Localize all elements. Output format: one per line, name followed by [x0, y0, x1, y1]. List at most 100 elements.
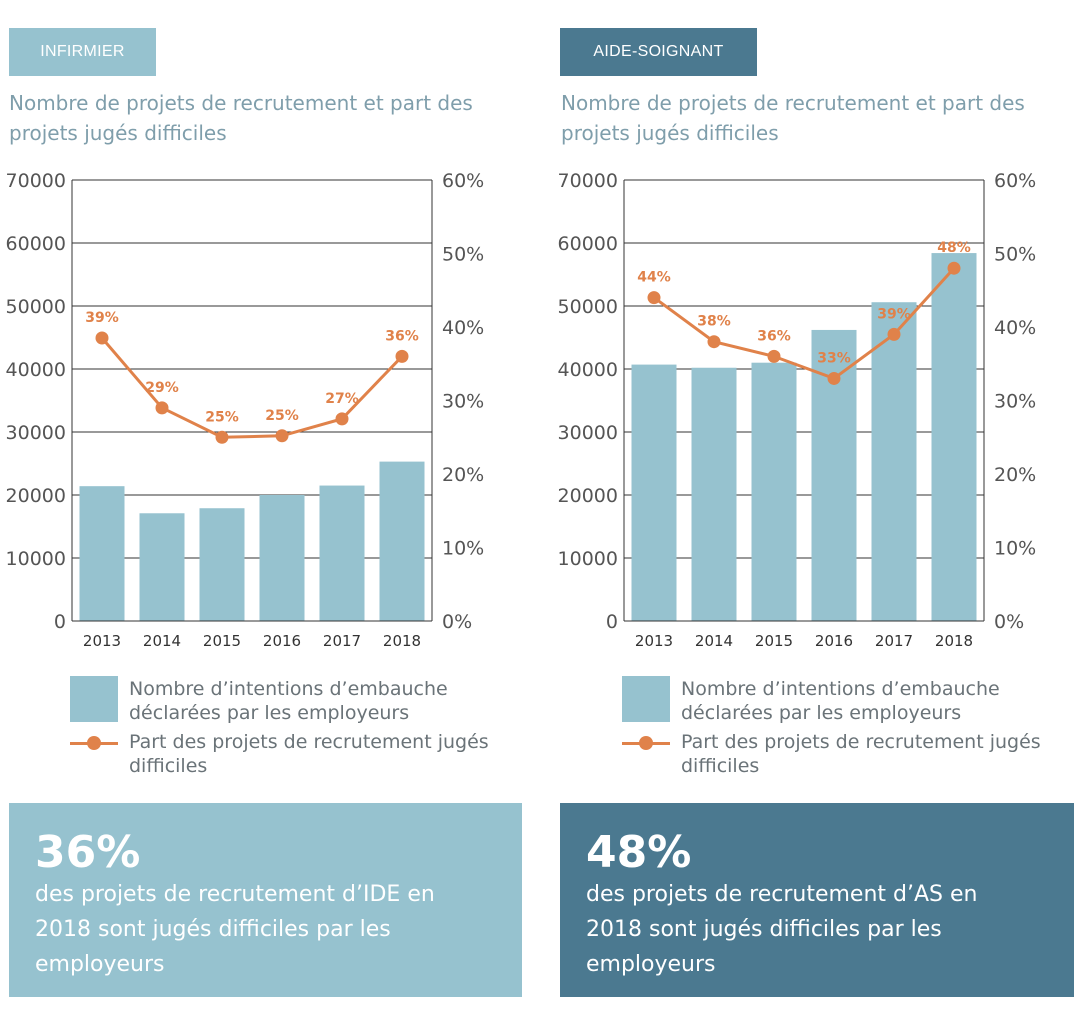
- x-tick-label: 2017: [323, 632, 361, 650]
- data-label: 25%: [265, 408, 299, 424]
- legend-bar-label: Nombre d’intentions d’embauche déclarées…: [681, 678, 1000, 724]
- callout-infirmier: 36% des projets de recrutement d’IDE en …: [9, 803, 522, 997]
- callout-aide-soignant: 48% des projets de recrutement d’AS en 2…: [560, 803, 1074, 997]
- y-left-tick-label: 70000: [6, 170, 66, 192]
- y-left-tick-label: 40000: [6, 359, 66, 381]
- bar-2015: [751, 362, 797, 621]
- y-left-tick-label: 30000: [558, 422, 618, 444]
- line-point-2018: [395, 349, 409, 363]
- data-label: 38%: [697, 314, 731, 330]
- chart-aide-soignant: 0 10000 20000 30000 40000 50000 60000 70000 0% 10…: [558, 170, 1037, 650]
- callout-text: des projets de recrutement d’IDE en 2018…: [35, 882, 435, 977]
- bar-2015: [199, 508, 245, 621]
- data-label: 25%: [205, 409, 239, 425]
- line-point-2013: [647, 291, 661, 305]
- line-point-2017: [887, 327, 901, 341]
- line-point-2016: [275, 429, 289, 443]
- y-right-tick-label: 20%: [442, 464, 484, 486]
- y-left-tick-label: 10000: [558, 548, 618, 570]
- y-right-tick-label: 0%: [994, 611, 1024, 633]
- legend-line-marker: [87, 736, 101, 750]
- bar-2013: [631, 364, 677, 621]
- line-point-2014: [155, 401, 169, 415]
- y-left-tick-label: 60000: [6, 233, 66, 255]
- legend-bar-swatch: [70, 676, 118, 722]
- x-tick-label: 2018: [935, 632, 973, 650]
- y-right-tick-label: 40%: [994, 317, 1036, 339]
- y-left-tick-label: 0: [54, 611, 66, 633]
- x-tick-label: 2013: [83, 632, 121, 650]
- line-point-2018: [947, 261, 961, 275]
- bar-2014: [139, 513, 185, 621]
- data-label: 36%: [385, 328, 419, 344]
- line-point-2013: [95, 331, 109, 345]
- chart-title: Nombre de projets de recrutement et part…: [561, 91, 1025, 145]
- y-left-tick-label: 40000: [558, 359, 618, 381]
- data-label: 33%: [817, 350, 851, 366]
- line-point-2016: [827, 371, 841, 385]
- y-right-tick-label: 30%: [994, 391, 1036, 413]
- bar-2016: [259, 495, 305, 621]
- data-label: 48%: [937, 240, 971, 256]
- bar-2017: [319, 485, 365, 621]
- y-left-tick-label: 0: [606, 611, 618, 633]
- x-tick-label: 2014: [695, 632, 733, 650]
- legend-line-label: Part des projets de recrutement jugés di…: [129, 731, 489, 777]
- callout-value: 48%: [586, 827, 692, 878]
- panel-infirmier: INFIRMIER Nombre de projets de recruteme…: [0, 0, 530, 1016]
- y-right-tick-label: 50%: [442, 244, 484, 266]
- x-tick-label: 2014: [143, 632, 181, 650]
- y-right-tick-label: 0%: [442, 611, 472, 633]
- tag-aide-soignant: AIDE-SOIGNANT: [560, 28, 757, 76]
- y-right-tick-label: 30%: [442, 391, 484, 413]
- legend-bar-label: Nombre d’intentions d’embauche déclarées…: [129, 678, 448, 724]
- bar-2018: [931, 253, 977, 621]
- bar-2017: [871, 302, 917, 621]
- data-label: 29%: [145, 380, 179, 396]
- y-left-tick-label: 20000: [6, 485, 66, 507]
- panel-aide-soignant: AIDE-SOIGNANT Nombre de projets de recru…: [552, 0, 1082, 1016]
- y-left-tick-label: 50000: [558, 296, 618, 318]
- y-left-tick-label: 10000: [6, 548, 66, 570]
- legend-bar-swatch: [622, 676, 670, 722]
- y-right-tick-label: 60%: [442, 170, 484, 192]
- x-tick-label: 2017: [875, 632, 913, 650]
- y-right-tick-label: 20%: [994, 464, 1036, 486]
- bar-2018: [379, 461, 425, 621]
- callout-value: 36%: [35, 827, 141, 878]
- data-label: 36%: [757, 328, 791, 344]
- x-tick-label: 2015: [203, 632, 241, 650]
- line-point-2014: [707, 335, 721, 349]
- y-left-tick-label: 70000: [558, 170, 618, 192]
- line-series: [653, 267, 956, 381]
- x-tick-label: 2018: [383, 632, 421, 650]
- y-left-tick-label: 50000: [6, 296, 66, 318]
- y-right-tick-label: 10%: [994, 538, 1036, 560]
- y-right-tick-label: 40%: [442, 317, 484, 339]
- data-label: 27%: [325, 391, 359, 407]
- line-series: [100, 337, 404, 439]
- data-label: 44%: [637, 270, 671, 286]
- line-point-2017: [335, 412, 349, 426]
- data-label: 39%: [877, 306, 911, 322]
- legend-line-marker: [639, 736, 653, 750]
- callout-text: des projets de recrutement d’AS en 2018 …: [586, 882, 978, 977]
- y-right-tick-label: 50%: [994, 244, 1036, 266]
- y-right-tick-label: 10%: [442, 538, 484, 560]
- legend-line-label: Part des projets de recrutement jugés di…: [681, 731, 1041, 777]
- bar-2014: [691, 367, 737, 621]
- line-point-2015: [215, 430, 229, 444]
- chart-title: Nombre de projets de recrutement et part…: [9, 91, 473, 145]
- x-tick-label: 2015: [755, 632, 793, 650]
- x-tick-label: 2016: [263, 632, 301, 650]
- bar-2013: [79, 486, 125, 621]
- tag-infirmier: INFIRMIER: [9, 28, 156, 76]
- x-tick-label: 2016: [815, 632, 853, 650]
- data-label: 39%: [85, 310, 119, 326]
- line-point-2015: [767, 349, 781, 363]
- y-left-tick-label: 20000: [558, 485, 618, 507]
- y-left-tick-label: 60000: [558, 233, 618, 255]
- y-left-tick-label: 30000: [6, 422, 66, 444]
- x-tick-label: 2013: [635, 632, 673, 650]
- chart-infirmier: 0 10000 20000 30000 40000 50000 60000 70000 0% 10…: [6, 170, 485, 650]
